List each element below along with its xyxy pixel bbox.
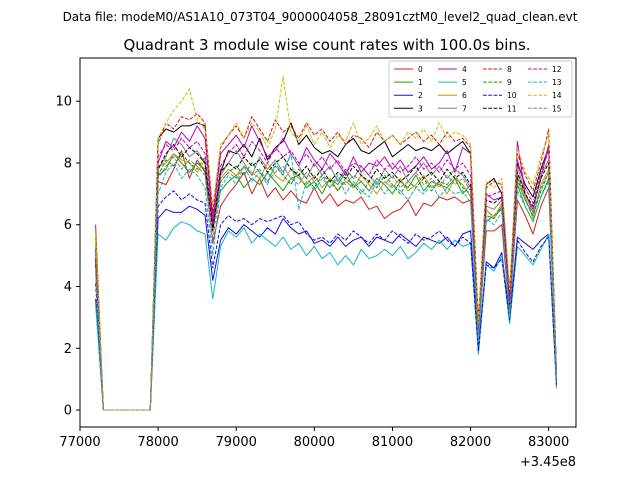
series-line-9 bbox=[95, 153, 557, 411]
series-line-12 bbox=[95, 137, 557, 411]
legend-label-11: 11 bbox=[507, 104, 517, 113]
x-axis: 77000 78000 79000 80000 81000 82000 83000 bbox=[59, 427, 569, 450]
axes-background bbox=[80, 58, 576, 427]
legend-label-0: 0 bbox=[418, 65, 423, 74]
x-tick-label: 77000 bbox=[59, 435, 100, 450]
legend-label-7: 7 bbox=[462, 104, 467, 113]
series-line-14 bbox=[95, 76, 557, 411]
y-tick-label: 6 bbox=[64, 218, 72, 233]
series-line-15 bbox=[95, 156, 557, 411]
series-layer bbox=[95, 76, 557, 411]
y-tick-label: 4 bbox=[64, 280, 72, 295]
legend-label-14: 14 bbox=[552, 91, 562, 100]
y-tick-label: 10 bbox=[55, 95, 72, 110]
legend-label-13: 13 bbox=[552, 78, 562, 87]
data-file-label: Data file: modeM0/AS1A10_073T04_90000040… bbox=[63, 10, 578, 24]
x-tick-label: 81000 bbox=[372, 435, 413, 450]
legend-label-8: 8 bbox=[507, 65, 512, 74]
chart-title: Quadrant 3 module wise count rates with … bbox=[123, 36, 530, 54]
legend-label-9: 9 bbox=[507, 78, 512, 87]
legend-frame bbox=[388, 60, 573, 118]
legend-label-12: 12 bbox=[552, 65, 562, 74]
series-line-13 bbox=[95, 153, 557, 411]
legend-label-3: 3 bbox=[418, 104, 423, 113]
series-line-10 bbox=[95, 190, 557, 411]
x-tick-label: 83000 bbox=[528, 435, 569, 450]
legend-label-5: 5 bbox=[462, 78, 467, 87]
plot-area bbox=[79, 57, 577, 428]
y-tick-label: 8 bbox=[64, 156, 72, 171]
y-axis: 0 2 4 6 8 10 bbox=[55, 95, 80, 419]
legend-label-1: 1 bbox=[418, 78, 423, 87]
legend-label-15: 15 bbox=[552, 104, 562, 113]
series-line-5 bbox=[95, 221, 557, 411]
y-tick-label: 2 bbox=[64, 342, 72, 357]
x-tick-label: 80000 bbox=[294, 435, 335, 450]
axes-frame bbox=[79, 57, 577, 428]
x-tick-label: 82000 bbox=[450, 435, 491, 450]
x-tick-label: 79000 bbox=[216, 435, 257, 450]
legend-label-6: 6 bbox=[462, 91, 467, 100]
legend-label-4: 4 bbox=[462, 65, 467, 74]
x-offset-label: +3.45e8 bbox=[520, 455, 576, 470]
y-tick-label: 0 bbox=[64, 404, 72, 419]
legend-label-2: 2 bbox=[418, 91, 423, 100]
x-tick-label: 78000 bbox=[137, 435, 178, 450]
legend-label-10: 10 bbox=[507, 91, 517, 100]
